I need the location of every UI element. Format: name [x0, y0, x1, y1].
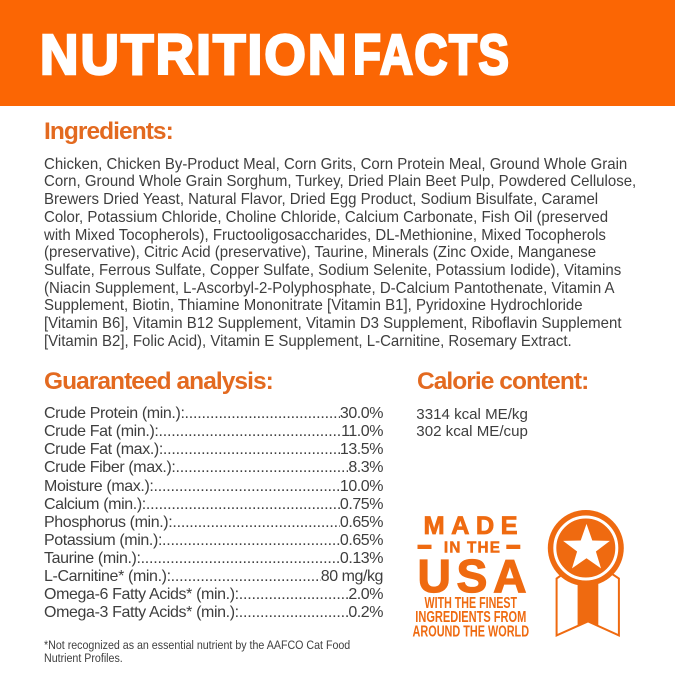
- svg-text:WITH THE FINEST: WITH THE FINEST: [425, 595, 518, 612]
- svg-text:MADE: MADE: [424, 512, 518, 540]
- svg-text:USA: USA: [418, 550, 527, 602]
- svg-text:AROUND THE WORLD: AROUND THE WORLD: [413, 623, 530, 640]
- svg-text:INGREDIENTS FROM: INGREDIENTS FROM: [415, 609, 526, 626]
- svg-text:IN THE: IN THE: [444, 540, 500, 557]
